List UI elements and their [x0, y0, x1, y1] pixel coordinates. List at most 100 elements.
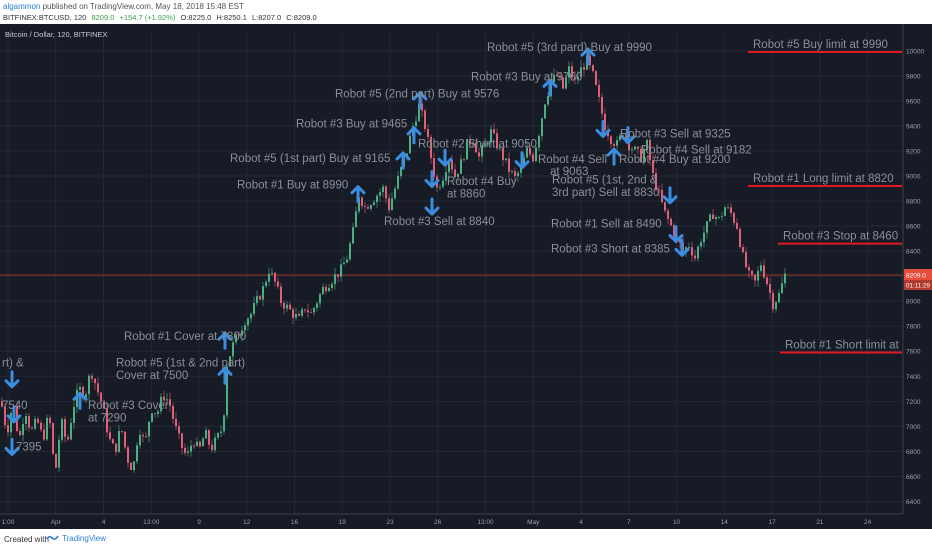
- candle-body: [781, 283, 783, 294]
- candle-body: [136, 445, 138, 462]
- x-tick-label: Apr: [51, 519, 62, 526]
- open-value: O:8225.0: [180, 13, 212, 22]
- candle-body: [610, 136, 612, 145]
- candle-body: [202, 438, 204, 447]
- candle-body: [424, 110, 426, 129]
- candle-body: [688, 247, 690, 248]
- candle-body: [535, 147, 537, 162]
- candle-body: [466, 139, 468, 160]
- candle-body: [514, 171, 516, 177]
- y-tick-label: 8800: [906, 199, 921, 206]
- candle-body: [280, 286, 282, 304]
- candle-body: [532, 154, 534, 162]
- candle-body: [643, 150, 645, 163]
- candle-body: [391, 198, 393, 211]
- candle-body: [88, 375, 90, 395]
- candle-body: [313, 307, 315, 313]
- candle-body: [445, 172, 447, 181]
- candle-body: [91, 375, 93, 379]
- candle-body: [433, 158, 435, 177]
- candle-body: [208, 430, 210, 445]
- candle-body: [751, 270, 753, 275]
- candle-body: [100, 392, 102, 402]
- candle-body: [730, 207, 732, 214]
- y-tick-label: 6400: [906, 499, 921, 506]
- candle-body: [502, 147, 504, 161]
- sell-arrow-icon: [595, 119, 611, 138]
- chart-area[interactable]: Robot #5 Buy limit at 9990 Robot #1 Long …: [0, 24, 932, 529]
- candle-body: [418, 103, 420, 122]
- candle-body: [712, 214, 714, 219]
- candle-body: [52, 423, 54, 454]
- candle-body: [214, 437, 216, 451]
- candle-body: [697, 246, 699, 259]
- candle-body: [265, 281, 267, 287]
- y-tick-label: 8400: [906, 249, 921, 256]
- countdown-label: 01:11:29: [906, 283, 931, 290]
- annotation-label: 7395: [16, 441, 42, 453]
- limit-line-label: Robot #3 Stop at 8460: [783, 231, 898, 243]
- candle-body: [121, 430, 123, 432]
- candle-body: [691, 247, 693, 256]
- price-chart[interactable]: Robot #5 Buy limit at 9990 Robot #1 Long …: [0, 24, 932, 529]
- annotation-label: Robot #3 Sell at 8840: [384, 216, 495, 228]
- candle-body: [538, 135, 540, 148]
- annotation-label: Robot #3 Buy at 9760: [471, 71, 582, 83]
- publish-text: published on TradingView.com, May 18, 20…: [42, 2, 244, 11]
- candle-body: [355, 211, 357, 228]
- candle-body: [463, 159, 465, 161]
- candle-body: [361, 197, 363, 207]
- annotation-label: Robot #1 Sell at 8490: [551, 219, 662, 231]
- candle-body: [25, 416, 27, 424]
- candle-body: [493, 129, 495, 134]
- sell-arrow-icon: [4, 437, 20, 456]
- buy-arrow-icon: [412, 91, 428, 110]
- candle-body: [283, 303, 285, 309]
- tradingview-brand[interactable]: TradingView: [62, 534, 107, 543]
- annotations: Robot #5 (3rd pard) Buy at 9990 Robot #3 …: [2, 42, 752, 453]
- candle-body: [55, 453, 57, 468]
- candle-body: [703, 232, 705, 243]
- x-tick-label: 10: [673, 519, 681, 526]
- candle-body: [145, 436, 147, 437]
- candle-body: [757, 270, 759, 281]
- buy-arrow-icon: [350, 185, 366, 204]
- candle-body: [721, 215, 723, 217]
- candle-body: [22, 423, 24, 436]
- candle-body: [385, 186, 387, 199]
- limit-line-label: Robot #1 Long limit at 8820: [753, 173, 894, 185]
- buy-arrow-icon: [406, 126, 422, 145]
- annotation-label: Robot #3 Buy at 9465: [296, 118, 407, 130]
- candle-body: [310, 312, 312, 314]
- author-link[interactable]: algammon: [3, 2, 41, 11]
- limit-line-label: Robot #5 Buy limit at 9990: [753, 39, 888, 51]
- candle-body: [379, 192, 381, 196]
- candle-body: [67, 436, 69, 440]
- candle-body: [82, 387, 84, 399]
- candle-body: [337, 274, 339, 277]
- candle-body: [250, 313, 252, 319]
- candle-body: [478, 152, 480, 157]
- candle-body: [673, 225, 675, 237]
- candle-body: [316, 303, 318, 308]
- annotation-label: Robot #3 Cover: [88, 400, 169, 412]
- x-tick-label: 9: [197, 519, 201, 526]
- candle-body: [358, 197, 360, 212]
- candle-body: [262, 286, 264, 300]
- annotation-label: Robot #1 Cover at 7800: [124, 331, 246, 343]
- candle-body: [508, 158, 510, 172]
- candle-body: [718, 216, 720, 218]
- candle-body: [49, 417, 51, 424]
- low-value: L:8207.0: [251, 13, 282, 22]
- candle-body: [472, 142, 474, 145]
- annotation-label: Robot #2 Short at 9050: [418, 138, 537, 150]
- y-tick-label: 7400: [906, 374, 921, 381]
- candle-body: [19, 431, 21, 436]
- candle-body: [295, 313, 297, 318]
- candle-body: [163, 396, 165, 401]
- candle-body: [157, 411, 159, 414]
- candle-body: [580, 67, 582, 77]
- publish-info: algammon published on TradingView.com, M…: [3, 2, 244, 11]
- candle-body: [148, 421, 150, 437]
- candle-body: [244, 325, 246, 331]
